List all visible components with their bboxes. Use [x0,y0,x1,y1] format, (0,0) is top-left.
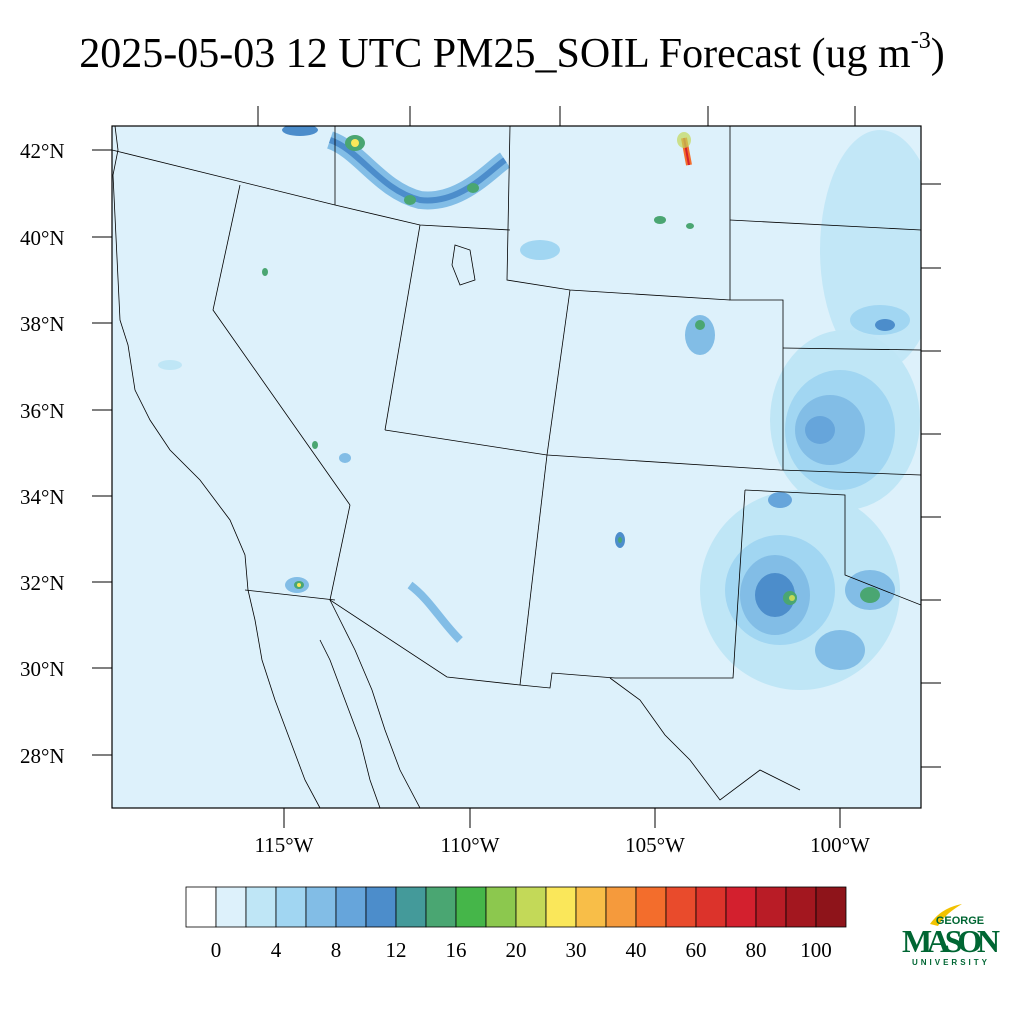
latitude-labels: 42°N 40°N 38°N 36°N 34°N 32°N 30°N 28°N [20,139,65,768]
colorbar-tick-label: 30 [566,938,587,962]
colorbar-swatch [575,886,607,928]
longitude-labels: 115°W 110°W 105°W 100°W [255,833,871,857]
lon-label: 105°W [625,833,685,857]
colorbar-swatch [185,886,217,928]
colorbar-swatch [545,886,577,928]
colorbar-tick-label: 8 [331,938,342,962]
colorbar-tick-label: 80 [746,938,767,962]
frame-ticks [92,106,941,828]
colorbar-swatch [365,886,397,928]
colorbar-tick-label: 12 [386,938,407,962]
logo-line1: GEORGE [936,915,984,927]
lon-label: 110°W [441,833,500,857]
colorbar-tick-label: 0 [211,938,222,962]
title-kind: Forecast [658,31,802,77]
title-units-exponent: -3 [910,28,931,54]
boundaries [112,126,921,808]
colorbar-swatch [305,886,337,928]
title-units: (ug m-3) [811,28,945,77]
colorbar-swatch [725,886,757,928]
colorbar-labels: 0 4 8 12 16 20 30 40 60 80 100 [211,938,832,962]
colorbar-tick-label: 100 [800,938,832,962]
colorbar-tick-label: 40 [626,938,647,962]
colorbar [185,886,847,928]
gmu-logo: GEORGE MASON UNIVERSITY [898,900,1004,970]
logo-line2: MASON [902,923,1000,959]
colorbar-swatch [605,886,637,928]
logo-flame-icon [930,904,962,926]
map-frame [111,125,922,809]
lat-label: 32°N [20,571,65,595]
colorbar-swatch [635,886,667,928]
colorbar-swatch [425,886,457,928]
concentration-field [158,126,921,690]
colorbar-swatch [515,886,547,928]
colorbar-swatch [215,886,247,928]
colorbar-tick-label: 20 [506,938,527,962]
lat-label: 28°N [20,744,65,768]
colorbar-swatch [335,886,367,928]
gmu-logo-graphic: GEORGE MASON UNIVERSITY [902,904,1000,967]
logo-line3: UNIVERSITY [912,958,990,967]
lat-label: 34°N [20,485,65,509]
colorbar-swatch [785,886,817,928]
colorbar-swatch [485,886,517,928]
lat-label: 42°N [20,139,65,163]
colorbar-swatch [815,886,847,928]
lat-label: 38°N [20,312,65,336]
colorbar-tick-label: 60 [686,938,707,962]
colorbar-swatch [245,886,277,928]
lat-label: 40°N [20,226,65,250]
colorbar-tick-label: 4 [271,938,282,962]
colorbar-swatch [455,886,487,928]
map-title: 2025-05-03 12 UTC PM25_SOIL Forecast (ug… [0,28,1024,78]
title-date: 2025-05-03 [79,31,276,77]
lon-label: 115°W [255,833,314,857]
colorbar-swatch [275,886,307,928]
lon-label: 100°W [810,833,870,857]
title-hour: 12 UTC [285,31,423,77]
colorbar-swatch [755,886,787,928]
colorbar-swatch [665,886,697,928]
lat-label: 30°N [20,657,65,681]
colorbar-swatch [695,886,727,928]
lat-label: 36°N [20,399,65,423]
colorbar-tick-label: 16 [446,938,467,962]
title-variable: PM25_SOIL [432,31,649,77]
colorbar-swatch [395,886,427,928]
